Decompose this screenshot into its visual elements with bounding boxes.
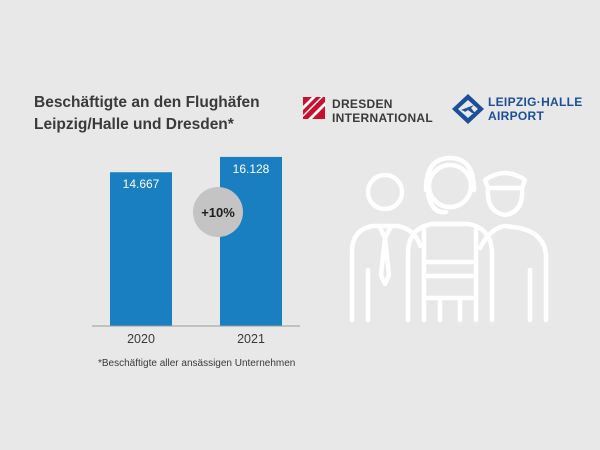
leipzig-logo-icon bbox=[452, 94, 484, 124]
dresden-logo-icon bbox=[303, 97, 325, 119]
x-tick-label-2021: 2021 bbox=[237, 332, 265, 346]
bar-value-label-2021: 16.128 bbox=[233, 162, 270, 176]
airport-staff-icon bbox=[349, 155, 549, 323]
bar-2021 bbox=[220, 156, 282, 326]
bar-2020 bbox=[110, 172, 172, 326]
growth-badge bbox=[193, 187, 243, 237]
footnote: *Beschäftigte aller ansässigen Unternehm… bbox=[98, 358, 296, 369]
chart-title-line-2: Leipzig/Halle und Dresden* bbox=[34, 116, 234, 133]
leipzig-logo-line-1: LEIPZIG·HALLE bbox=[488, 95, 583, 109]
chart-title-line-1: Beschäftigte an den Flughäfen bbox=[34, 94, 260, 111]
chart-title: Beschäftigte an den Flughäfen Leipzig/Ha… bbox=[34, 92, 260, 136]
dresden-logo-line-1: DRESDEN bbox=[332, 97, 393, 111]
bar-value-label-2020: 14.667 bbox=[123, 177, 160, 191]
x-tick-label-2020: 2020 bbox=[127, 332, 155, 346]
dresden-logo-line-2: INTERNATIONAL bbox=[332, 111, 434, 125]
leipzig-logo-line-2: AIRPORT bbox=[488, 109, 545, 123]
growth-badge-label: +10% bbox=[201, 205, 235, 220]
